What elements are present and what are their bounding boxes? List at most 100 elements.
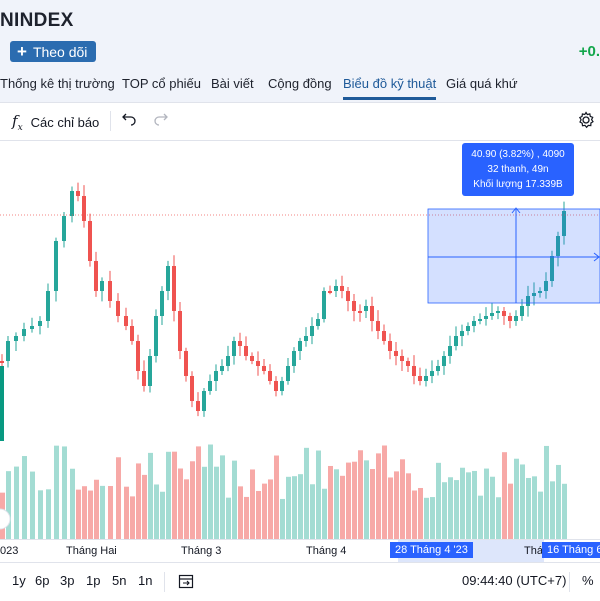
candle-body	[472, 321, 476, 326]
tab-articles[interactable]: Bài viết	[211, 76, 254, 91]
bottom-divider	[569, 572, 570, 592]
time-label: Tháng Hai	[66, 545, 117, 557]
volume-bar	[430, 497, 435, 539]
candle-body	[340, 286, 344, 291]
volume-bar	[172, 451, 177, 539]
candle-body	[154, 316, 158, 356]
volume-bar	[508, 483, 513, 539]
settings-button[interactable]	[577, 111, 595, 129]
candle-body	[142, 371, 146, 386]
volume-bar	[160, 491, 165, 539]
candle-body	[196, 401, 200, 411]
volume-bar	[334, 469, 339, 539]
candle-body	[274, 381, 278, 391]
period-5n[interactable]: 5n	[112, 573, 127, 588]
undo-button[interactable]	[121, 110, 137, 126]
candle-body	[88, 221, 92, 261]
clock: 09:44:40 (UTC+7)	[462, 573, 567, 588]
indicators-button[interactable]: fx Các chỉ báo	[12, 112, 99, 133]
tab-price-history[interactable]: Giá quá khứ	[446, 76, 518, 91]
period-1y[interactable]: 1y	[12, 573, 26, 588]
volume-bar	[166, 451, 171, 539]
period-1n[interactable]: 1n	[138, 573, 153, 588]
percent-toggle[interactable]: %	[582, 573, 594, 588]
volume-bar	[448, 477, 453, 539]
candle-body	[262, 366, 266, 371]
volume-bar	[256, 490, 261, 539]
candle-body	[376, 321, 380, 331]
volume-bar	[178, 468, 183, 539]
volume-bar	[520, 464, 525, 539]
tab-top-stocks[interactable]: TOP cổ phiếu	[122, 76, 202, 91]
price-change: +0.	[578, 43, 600, 60]
time-label: Thá	[524, 545, 543, 557]
candle-body	[108, 281, 112, 301]
candle-body	[400, 356, 404, 361]
volume-bar	[352, 461, 357, 539]
time-label: Tháng 4	[306, 545, 347, 557]
candle-body	[382, 331, 386, 341]
candle-body	[490, 313, 494, 316]
candle-body	[316, 319, 320, 326]
candle-body	[172, 266, 176, 311]
volume-bar	[154, 484, 159, 539]
gear-icon	[578, 111, 594, 129]
volume-bar	[268, 479, 273, 539]
candle-body	[70, 191, 74, 216]
candle-body	[430, 371, 434, 376]
candle-body	[94, 261, 98, 291]
candle-body	[562, 211, 566, 236]
volume-bar	[220, 455, 225, 539]
candle-body	[454, 336, 458, 346]
candle-body	[406, 361, 410, 366]
volume-bar	[88, 490, 93, 539]
date-range-button[interactable]	[178, 573, 194, 592]
period-6p[interactable]: 6p	[35, 573, 50, 588]
volume-bar	[298, 474, 303, 539]
volume-bar	[286, 476, 291, 539]
tab-market-stats[interactable]: Thống kê thị trường	[0, 76, 115, 91]
period-3p[interactable]: 3p	[60, 573, 75, 588]
tab-technical-chart[interactable]: Biểu đồ kỹ thuật	[343, 76, 437, 100]
candlestick-chart[interactable]	[0, 141, 600, 539]
bottom-bar: 1y 6p 3p 1p 5n 1n 09:44:40 (UTC+7) %	[0, 562, 600, 601]
candle-body	[0, 366, 4, 441]
measure-price-change: 40.90 (3.82%) , 4090	[471, 149, 565, 160]
candle-body	[322, 291, 326, 319]
volume-bar	[370, 469, 375, 539]
candle-body	[286, 366, 290, 381]
redo-button[interactable]	[153, 110, 169, 126]
candle-body	[436, 366, 440, 371]
follow-button[interactable]: + Theo dõi	[10, 41, 97, 62]
candle-body	[116, 301, 120, 316]
candle-body	[6, 341, 10, 361]
candle-body	[202, 391, 206, 411]
candle-body	[100, 281, 104, 291]
tab-community[interactable]: Cộng đồng	[268, 76, 332, 91]
candle-body	[304, 336, 308, 341]
volume-bar	[6, 471, 11, 539]
volume-bar	[544, 445, 549, 539]
volume-bar	[142, 474, 147, 539]
bottom-divider	[164, 572, 165, 592]
volume-bar	[478, 495, 483, 539]
volume-bar	[556, 464, 561, 539]
volume-bar	[388, 477, 393, 539]
candle-body	[526, 296, 530, 306]
candle-body	[256, 361, 260, 366]
candle-body	[346, 291, 350, 301]
volume-bar	[454, 480, 459, 539]
period-1p[interactable]: 1p	[86, 573, 101, 588]
time-axis[interactable]: 023 Tháng Hai Tháng 3 Tháng 4 Thá 28 Thá…	[0, 539, 600, 562]
time-label: Tháng 3	[181, 545, 222, 557]
volume-bar	[346, 462, 351, 539]
volume-bar	[238, 486, 243, 539]
volume-bar	[394, 471, 399, 539]
candle-body	[208, 381, 212, 391]
volume-bar	[400, 459, 405, 539]
calendar-range-icon	[178, 574, 194, 589]
measure-arrowhead	[511, 207, 521, 214]
chart-canvas[interactable]	[0, 141, 600, 539]
volume-bar	[538, 491, 543, 539]
volume-bar	[30, 471, 35, 539]
